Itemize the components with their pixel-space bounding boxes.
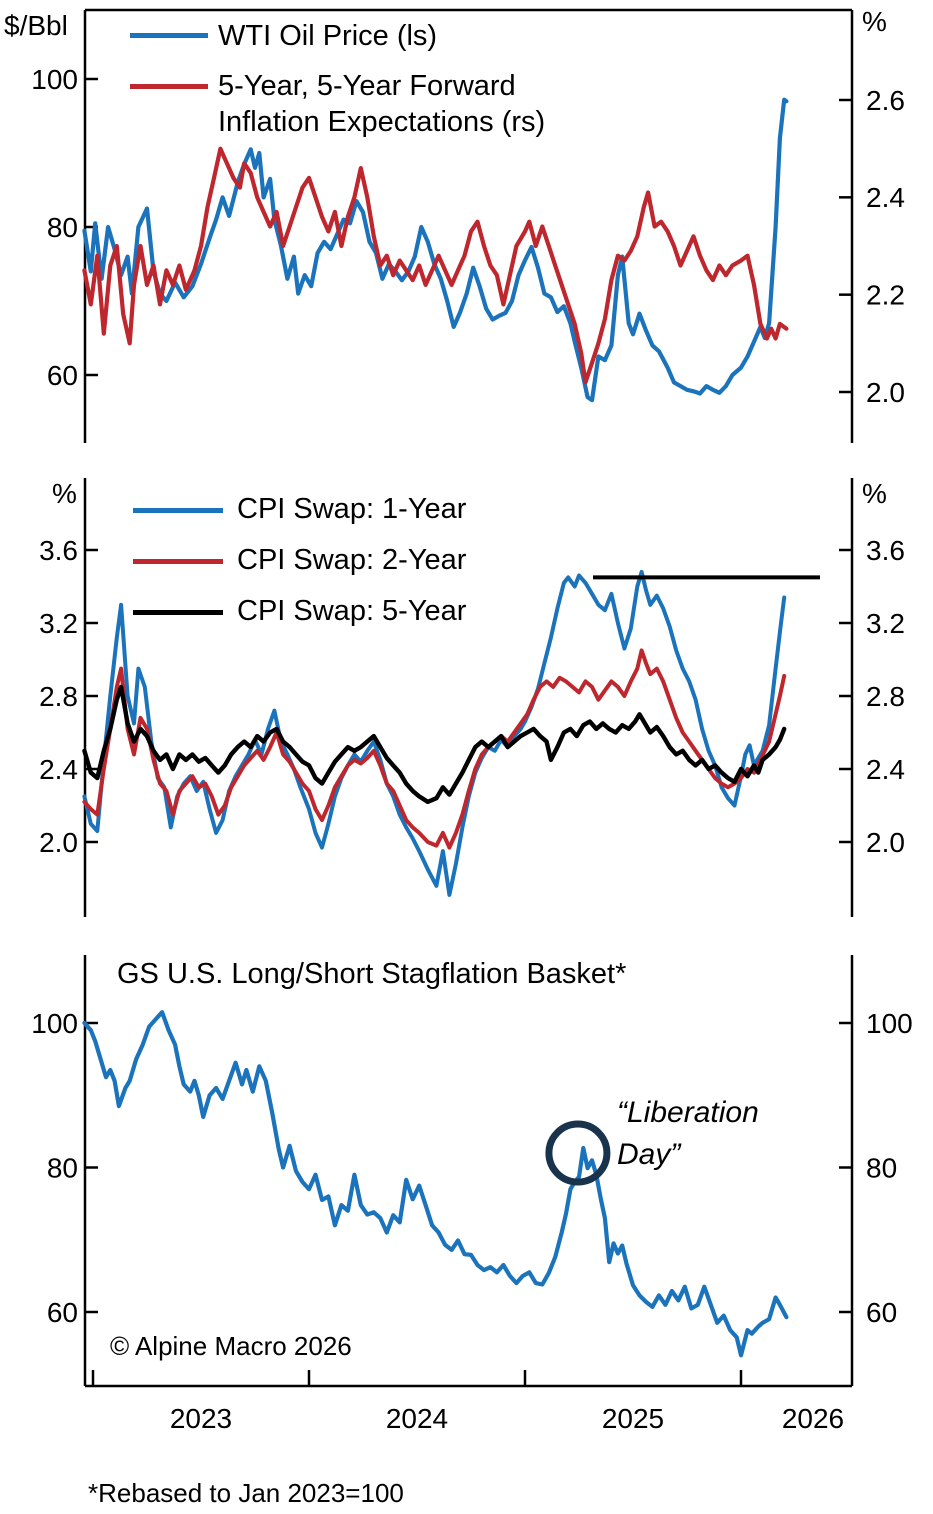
svg-text:80: 80 xyxy=(47,212,78,243)
svg-text:60: 60 xyxy=(47,360,78,391)
copyright-watermark: © Alpine Macro 2026 xyxy=(110,1331,352,1361)
svg-text:100: 100 xyxy=(31,1008,78,1039)
panel1-left-unit-label: $/Bbl xyxy=(4,10,68,41)
legend-label-wti: WTI Oil Price (ls) xyxy=(218,20,438,52)
legend-label-5y5y-line2: Inflation Expectations (rs) xyxy=(218,106,546,138)
svg-text:60: 60 xyxy=(866,1297,897,1328)
footnote: *Rebased to Jan 2023=100 xyxy=(88,1478,404,1508)
legend-line-cpi-1y xyxy=(133,508,223,513)
svg-text:2023: 2023 xyxy=(170,1403,232,1434)
svg-text:2.8: 2.8 xyxy=(866,681,905,712)
legend-line-5y5y xyxy=(130,84,208,89)
panel2-left-unit-label: % xyxy=(52,478,77,509)
svg-text:2025: 2025 xyxy=(602,1403,664,1434)
svg-text:2.0: 2.0 xyxy=(39,827,78,858)
svg-text:2026: 2026 xyxy=(782,1403,844,1434)
panel1-right-unit-label: % xyxy=(862,6,887,37)
svg-text:60: 60 xyxy=(47,1297,78,1328)
panel3-title: GS U.S. Long/Short Stagflation Basket* xyxy=(117,958,627,990)
svg-text:3.2: 3.2 xyxy=(39,608,78,639)
svg-text:2.8: 2.8 xyxy=(39,681,78,712)
legend-label-cpi-2y: CPI Swap: 2-Year xyxy=(237,544,467,576)
legend-line-cpi-2y xyxy=(133,559,223,564)
svg-text:2.6: 2.6 xyxy=(866,85,905,116)
svg-text:2.4: 2.4 xyxy=(39,754,78,785)
svg-text:100: 100 xyxy=(31,64,78,95)
svg-text:80: 80 xyxy=(866,1152,897,1183)
svg-text:80: 80 xyxy=(47,1152,78,1183)
svg-text:2.4: 2.4 xyxy=(866,754,905,785)
liberation-day-note-line1: “Liberation xyxy=(617,1096,759,1129)
panel2-right-unit-label: % xyxy=(862,478,887,509)
svg-text:2.2: 2.2 xyxy=(866,279,905,310)
svg-text:3.2: 3.2 xyxy=(866,608,905,639)
legend-line-wti xyxy=(130,33,208,38)
svg-text:2.4: 2.4 xyxy=(866,182,905,213)
legend-label-cpi-1y: CPI Swap: 1-Year xyxy=(237,493,467,525)
svg-text:2.0: 2.0 xyxy=(866,827,905,858)
legend-label-5y5y-line1: 5-Year, 5-Year Forward xyxy=(218,70,516,102)
liberation-day-note-line2: Day” xyxy=(617,1138,681,1171)
legend-label-cpi-5y: CPI Swap: 5-Year xyxy=(237,595,467,627)
svg-text:2024: 2024 xyxy=(386,1403,448,1434)
svg-text:2.0: 2.0 xyxy=(866,377,905,408)
svg-text:3.6: 3.6 xyxy=(866,535,905,566)
legend-line-cpi-5y xyxy=(133,610,223,615)
svg-text:100: 100 xyxy=(866,1008,913,1039)
svg-text:3.6: 3.6 xyxy=(39,535,78,566)
